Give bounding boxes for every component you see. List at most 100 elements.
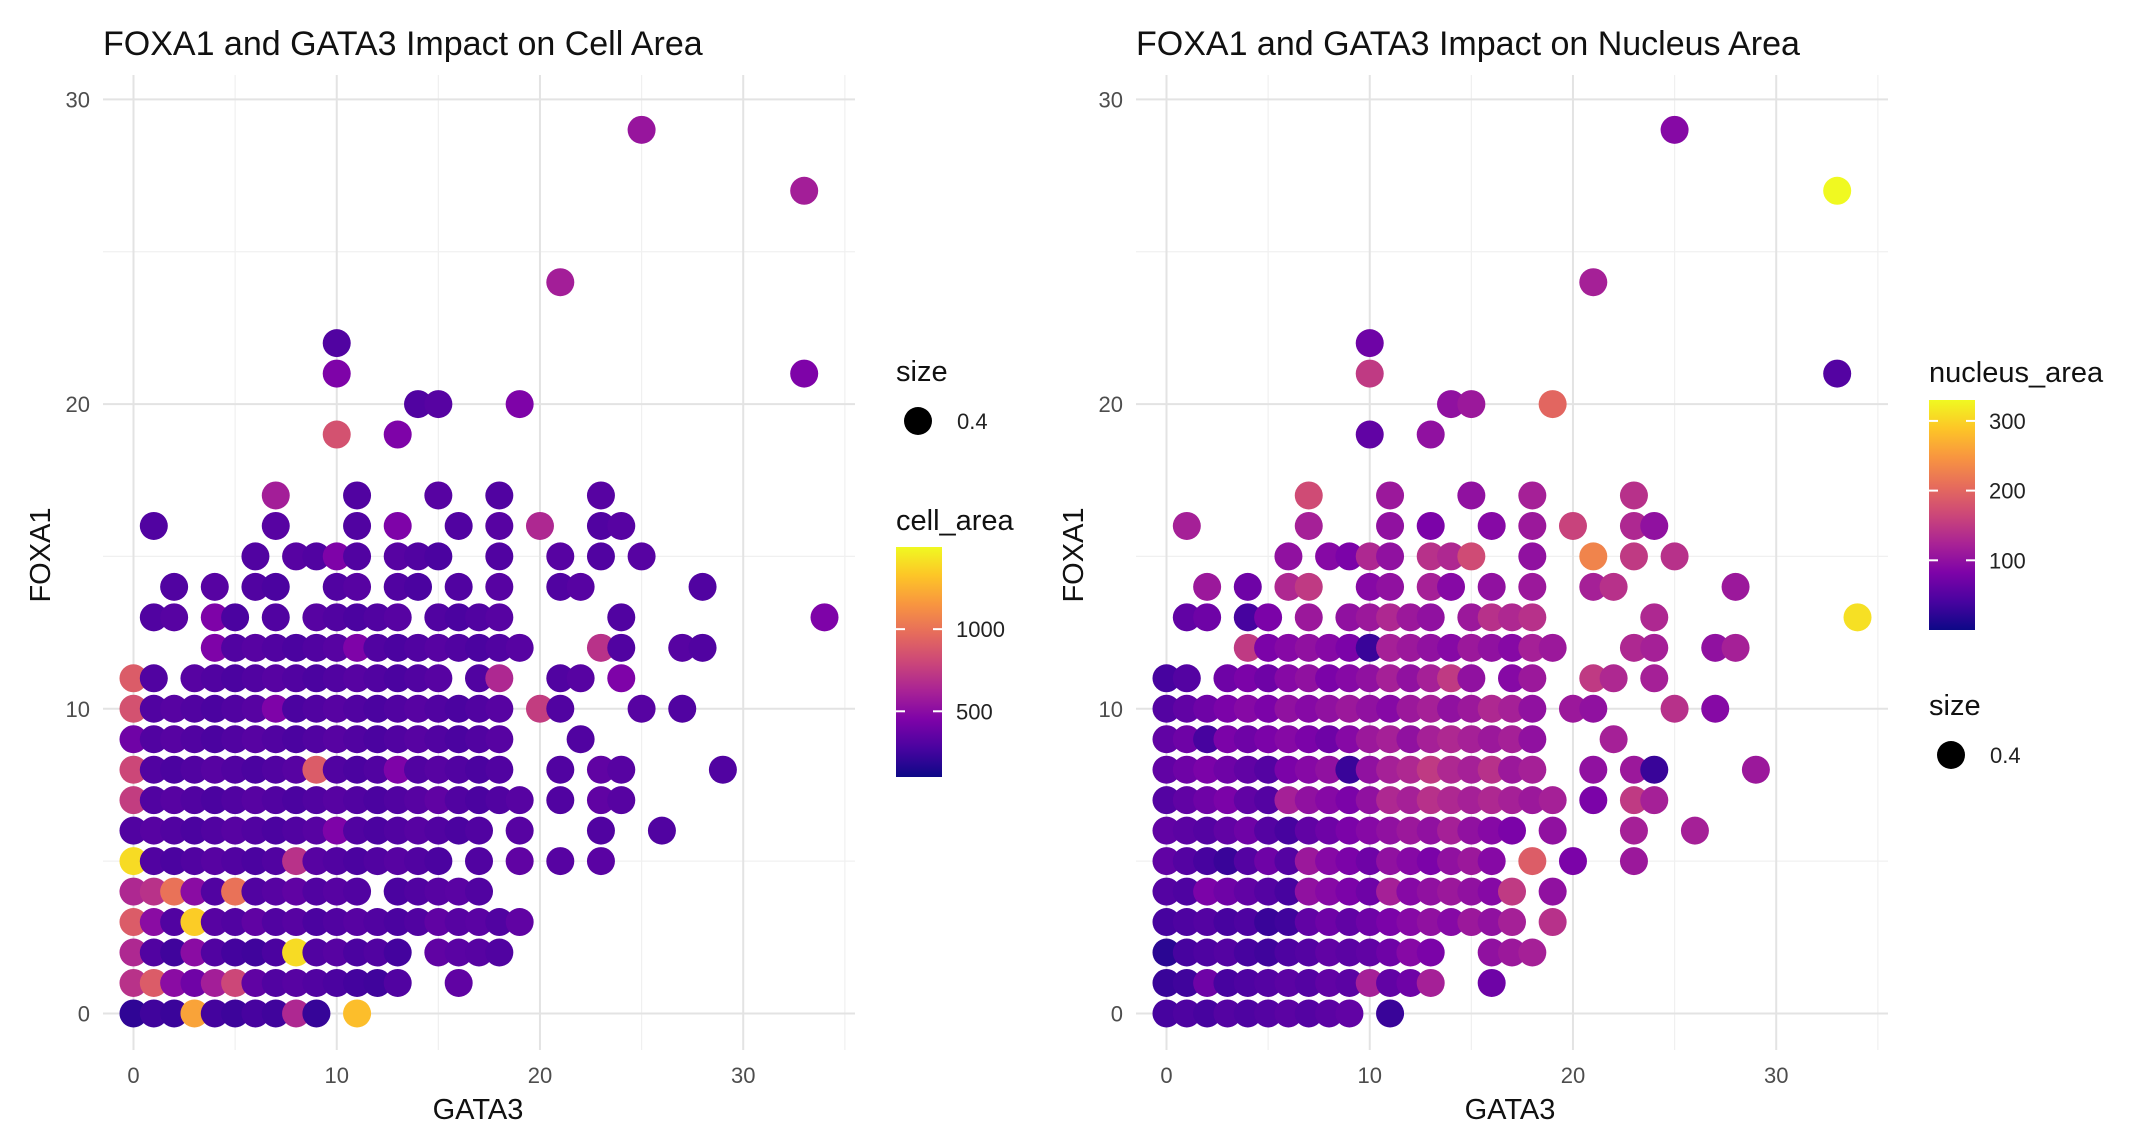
data-point (261, 725, 290, 754)
data-point (485, 664, 514, 693)
data-point (1315, 816, 1344, 845)
data-point (1294, 725, 1323, 754)
data-point (1315, 908, 1344, 937)
data-point (241, 968, 270, 997)
data-point (322, 968, 351, 997)
data-point (363, 694, 392, 723)
data-point (1396, 877, 1425, 906)
data-point (1457, 633, 1486, 662)
data-point (1274, 694, 1303, 723)
data-point (1579, 786, 1608, 815)
data-point (1335, 968, 1364, 997)
data-point (261, 603, 290, 632)
data-point (1437, 390, 1466, 419)
data-point (322, 847, 351, 876)
data-point (343, 786, 372, 815)
data-point (1233, 847, 1262, 876)
data-point (160, 786, 189, 815)
data-point (1498, 694, 1526, 723)
data-point (1254, 847, 1283, 876)
data-point (1477, 511, 1506, 540)
data-point (627, 694, 656, 723)
data-point (810, 603, 839, 632)
data-point (200, 694, 229, 723)
data-point (1640, 786, 1669, 815)
data-point (322, 633, 351, 662)
data-point (139, 511, 168, 540)
size-legend: size 0.4 (896, 356, 988, 435)
data-point (1152, 755, 1181, 784)
data-point (200, 968, 229, 997)
data-point (1477, 694, 1506, 723)
data-point (465, 786, 493, 815)
data-point (1457, 664, 1486, 693)
data-point (343, 694, 372, 723)
data-point (546, 664, 575, 693)
data-point (1193, 694, 1222, 723)
data-point (1477, 968, 1506, 997)
y-axis-label: FOXA1 (1058, 507, 1090, 602)
data-point (444, 603, 473, 632)
data-point (1558, 847, 1587, 876)
data-point (1599, 725, 1628, 754)
data-point (241, 542, 270, 571)
data-point (1477, 572, 1506, 601)
data-point (1213, 816, 1242, 845)
data-point (790, 176, 819, 205)
colorbar (896, 547, 942, 777)
data-point (424, 725, 453, 754)
data-point (424, 633, 453, 662)
data-point (1416, 755, 1445, 784)
points (1152, 115, 1872, 1028)
data-point (1416, 847, 1445, 876)
data-point (1376, 938, 1405, 967)
data-point (1640, 755, 1669, 784)
colorbar-ticks: 500 1000 (896, 617, 1005, 724)
data-point (221, 847, 250, 876)
data-point (160, 755, 189, 784)
data-point (180, 786, 209, 815)
data-point (1376, 572, 1405, 601)
data-point (343, 664, 372, 693)
data-point (221, 968, 250, 997)
x-tick-label: 0 (127, 1063, 139, 1088)
data-point (1457, 908, 1486, 937)
y-tick-label: 0 (1111, 1001, 1123, 1026)
data-point (302, 603, 331, 632)
data-point (282, 908, 311, 937)
data-point (343, 847, 372, 876)
data-point (180, 725, 209, 754)
data-point (1233, 694, 1262, 723)
data-point (1498, 786, 1526, 815)
data-point (424, 664, 453, 693)
data-point (1233, 786, 1262, 815)
data-point (1619, 816, 1648, 845)
data-point (1518, 572, 1547, 601)
data-point (1376, 968, 1405, 997)
data-point (1193, 847, 1222, 876)
data-point (1233, 938, 1262, 967)
data-point (404, 664, 433, 693)
data-point (322, 725, 351, 754)
data-point (1355, 908, 1384, 937)
data-point (139, 603, 168, 632)
data-point (1498, 908, 1526, 937)
data-point (322, 877, 351, 906)
data-point (1396, 725, 1425, 754)
data-point (1660, 694, 1689, 723)
data-point (139, 908, 168, 937)
data-point (221, 664, 250, 693)
data-point (241, 755, 270, 784)
data-point (1416, 420, 1445, 449)
data-point (546, 572, 575, 601)
data-point (343, 542, 372, 571)
data-point (1477, 877, 1506, 906)
data-point (1335, 786, 1364, 815)
data-point (1315, 664, 1344, 693)
data-point (1538, 786, 1567, 815)
x-axis-label: GATA3 (433, 1094, 524, 1126)
data-point (1274, 542, 1303, 571)
data-point (1213, 847, 1242, 876)
data-point (221, 908, 250, 937)
data-point (1233, 664, 1262, 693)
